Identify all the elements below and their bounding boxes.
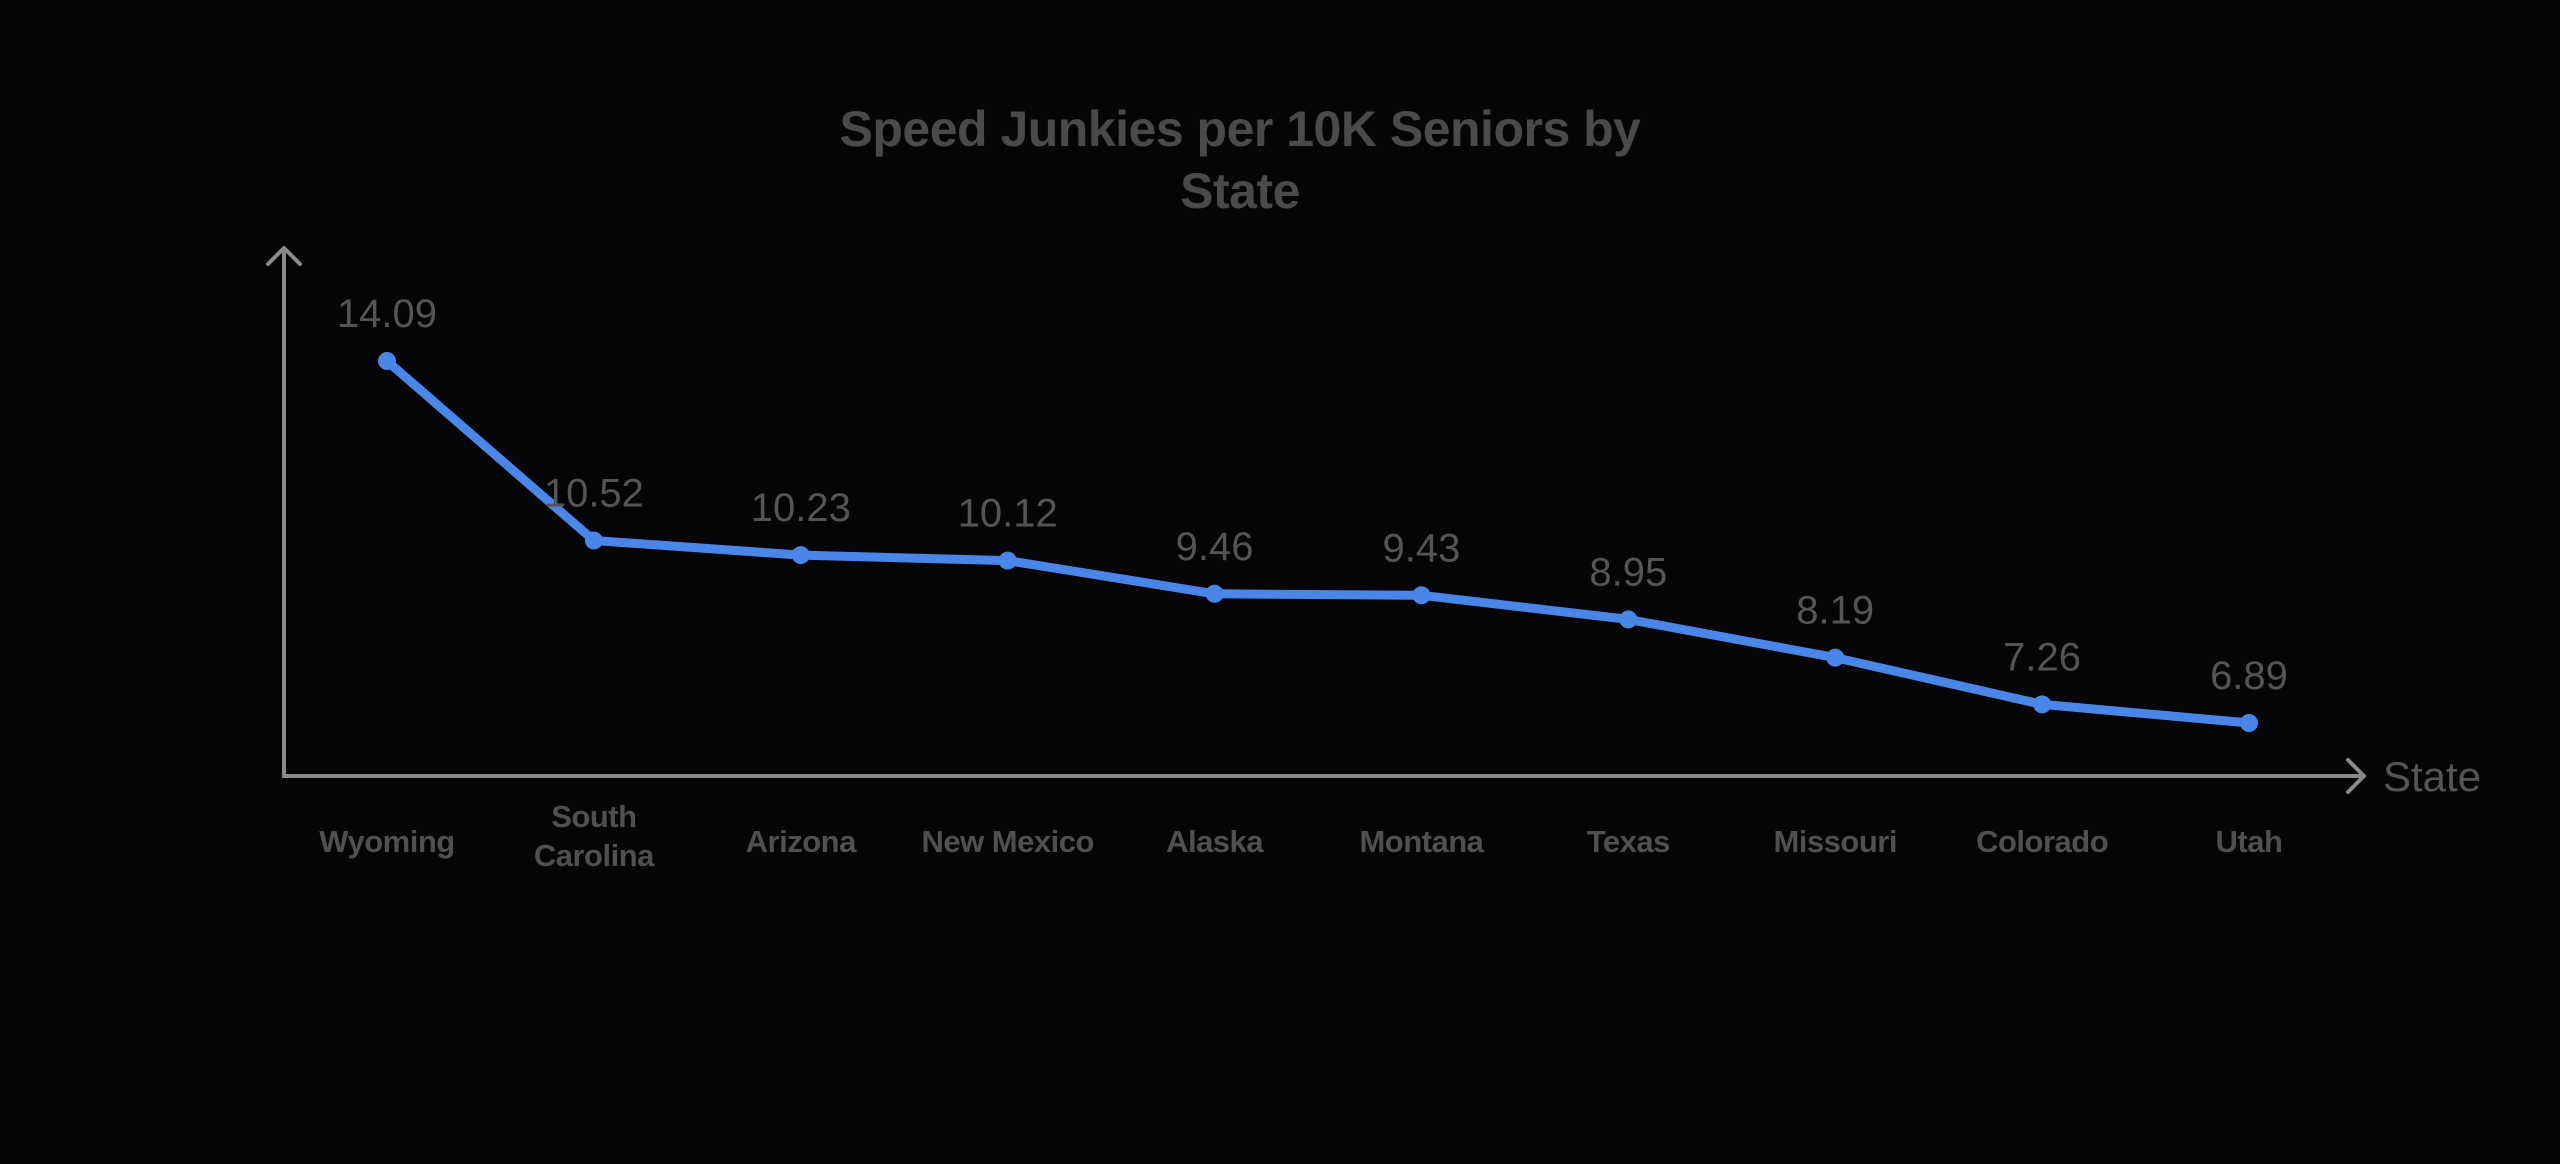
x-axis-title: State <box>2383 753 2481 800</box>
data-point <box>584 531 603 550</box>
x-axis-tick-label: Colorado <box>1976 824 2108 859</box>
data-label: 6.89 <box>2210 654 2288 698</box>
x-axis-tick-labels: Wyoming South Carolina Arizona New Mexico Ala… <box>319 799 2283 873</box>
data-label: 10.52 <box>544 471 644 515</box>
series-line <box>382 356 2254 728</box>
data-points <box>378 352 2258 732</box>
data-label: 14.09 <box>337 292 437 336</box>
data-label: 8.95 <box>1589 550 1667 594</box>
chart-title: Speed Junkies per 10K Seniors by State <box>839 101 1642 219</box>
data-label: 10.23 <box>751 486 851 530</box>
x-axis-tick-label: Alaska <box>1166 824 1264 859</box>
x-axis-arrow-icon <box>2346 758 2366 794</box>
x-axis-tick-label: Montana <box>1359 824 1484 859</box>
data-labels: 14.09 10.52 10.23 10.12 9.46 9.43 8.95 8… <box>337 292 2288 698</box>
data-label: 10.12 <box>958 492 1058 536</box>
data-point <box>791 546 810 565</box>
data-point <box>1826 648 1845 667</box>
x-axis-tick-label: Missouri <box>1773 824 1896 859</box>
data-point <box>1619 610 1638 629</box>
x-axis-tick-label: Wyoming <box>319 824 454 859</box>
data-point <box>998 551 1017 570</box>
x-axis: State <box>282 753 2481 800</box>
x-axis-tick-label: Utah <box>2216 824 2283 859</box>
data-label: 9.46 <box>1176 525 1254 569</box>
data-point <box>2033 695 2052 714</box>
data-label: 9.43 <box>1383 526 1461 570</box>
x-axis-tick-label: Arizona <box>746 824 857 859</box>
data-label: 7.26 <box>2003 635 2081 679</box>
data-label: 8.19 <box>1796 589 1874 633</box>
y-axis <box>266 246 302 778</box>
data-point <box>1412 586 1431 605</box>
x-axis-tick-label: New Mexico <box>921 824 1093 859</box>
x-axis-tick-label: South Carolina <box>534 799 655 873</box>
y-axis-arrow-icon <box>266 246 302 266</box>
data-point <box>2240 714 2258 732</box>
data-point <box>378 352 396 370</box>
data-point <box>1205 584 1224 603</box>
x-axis-tick-label: Texas <box>1587 824 1670 859</box>
